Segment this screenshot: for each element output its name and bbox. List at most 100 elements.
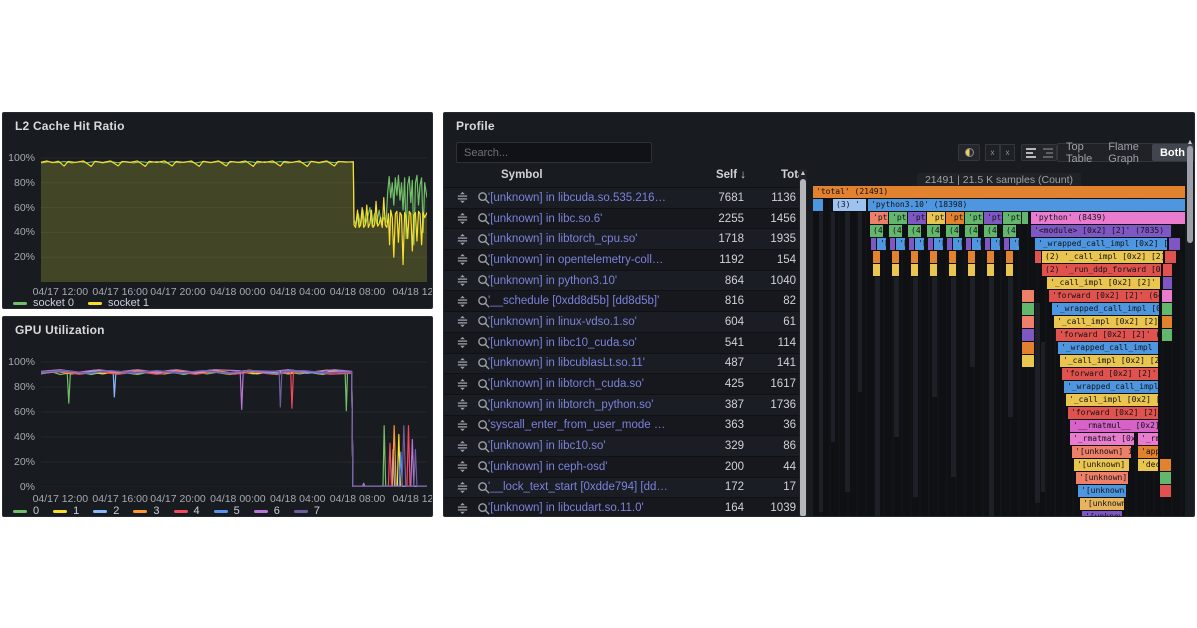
flame-bar[interactable] <box>1163 277 1172 289</box>
flame-bar[interactable] <box>1165 251 1176 263</box>
flame-bar[interactable] <box>930 264 937 276</box>
sandwich-view-icon[interactable] <box>456 336 469 349</box>
search-symbol-icon[interactable] <box>477 253 490 266</box>
flame-bar[interactable] <box>987 264 994 276</box>
flame-bar[interactable]: 'app <box>1138 446 1158 458</box>
flame-bar[interactable] <box>1006 251 1013 263</box>
flame-bar[interactable] <box>871 238 876 250</box>
flame-bar[interactable]: '_wrapped_call_impl [0x2] [2 <box>1052 303 1159 315</box>
symbol-link[interactable]: '[unknown] in libcudart.so.11.0' <box>488 502 644 515</box>
search-symbol-icon[interactable] <box>477 233 490 246</box>
flame-bar[interactable]: '_call_impl [0x2] [2]' (594 <box>1054 316 1158 328</box>
flame-bar[interactable]: (2) '_call_impl [0x2] [2]' (7072 <box>1042 251 1163 263</box>
flame-bar[interactable]: '_wrapped_call_impl [0x2 <box>1064 381 1158 393</box>
flame-bar[interactable]: 'E <box>972 238 981 250</box>
flame-bar[interactable] <box>1163 264 1172 276</box>
search-symbol-icon[interactable] <box>477 502 490 515</box>
view-mode-top-table[interactable]: Top Table <box>1066 140 1093 165</box>
legend-item-7[interactable]: 7 <box>293 505 320 516</box>
sandwich-view-icon[interactable] <box>456 233 469 246</box>
flame-bar[interactable]: '__rmatmul__ [0x2] [2]' <box>1070 420 1158 432</box>
flame-bar[interactable]: (4 <box>927 225 940 237</box>
flame-bar[interactable] <box>911 264 918 276</box>
search-symbol-icon[interactable] <box>477 481 490 494</box>
flame-bar[interactable]: 'E <box>953 238 962 250</box>
symbol-link[interactable]: '[unknown] in libtorch_cuda.so' <box>488 378 644 391</box>
sandwich-view-icon[interactable] <box>456 481 469 494</box>
search-symbol-icon[interactable] <box>477 191 490 204</box>
search-symbol-icon[interactable] <box>477 212 490 225</box>
time-series-plot[interactable] <box>41 153 427 282</box>
flame-bar[interactable] <box>1022 316 1034 328</box>
flame-bar[interactable] <box>909 238 914 250</box>
flame-bar[interactable]: 'E <box>915 238 924 250</box>
symbol-link[interactable]: '[unknown] in libc10_cuda.so' <box>488 336 637 349</box>
flame-bar[interactable]: 'python' (8439) <box>1031 212 1185 224</box>
legend-item-6[interactable]: 6 <box>253 505 280 516</box>
flame-bar[interactable] <box>1022 342 1034 354</box>
flame-bar[interactable]: '[unknown] in l <box>1080 498 1124 510</box>
flame-bar[interactable]: 'E <box>896 238 905 250</box>
flame-bar[interactable] <box>1160 472 1171 484</box>
flame-bar[interactable] <box>1162 316 1172 328</box>
flame-bar[interactable]: '_call_impl [0x2] [2]' (55 <box>1066 394 1158 406</box>
panel-title[interactable]: GPU Utilization <box>15 323 105 337</box>
flame-bar[interactable]: (4 <box>870 225 883 237</box>
flame-bar[interactable] <box>947 238 952 250</box>
search-symbol-icon[interactable] <box>477 357 490 370</box>
column-header-symbol[interactable]: Symbol <box>501 169 543 181</box>
symbol-link[interactable]: '__lock_text_start [0xdde794] [dde794]' <box>488 481 668 494</box>
flame-bar[interactable] <box>911 251 918 263</box>
flame-bar[interactable]: (4 <box>1003 225 1016 237</box>
collapse-button[interactable]: x <box>985 144 1000 161</box>
flame-bar[interactable]: (2) '_run_ddp_forward [0x2] [2]' <box>1042 264 1161 276</box>
search-symbol-icon[interactable] <box>477 419 490 432</box>
sandwich-view-icon[interactable] <box>456 378 469 391</box>
flame-bar[interactable] <box>1169 238 1180 250</box>
flame-graph[interactable]: 'total' (21491) (3) ''python3.10' (18398)… <box>813 186 1185 516</box>
legend-item-2[interactable]: 2 <box>93 505 119 516</box>
flame-bar[interactable]: '[unknown] in lib <box>1078 485 1126 497</box>
flame-bar[interactable]: '_wrapped_call_impl [0x2] [2]' (7 <box>1035 238 1167 250</box>
flame-bar[interactable]: 'pt_a <box>984 212 1002 224</box>
legend-item-5[interactable]: 5 <box>213 505 240 516</box>
sandwich-view-icon[interactable] <box>456 253 469 266</box>
legend-item-4[interactable]: 4 <box>173 505 200 516</box>
flame-bar[interactable]: 'pt_a <box>870 212 888 224</box>
flame-bar[interactable]: '[unknown] in lib <box>1076 472 1128 484</box>
search-symbol-icon[interactable] <box>477 295 490 308</box>
flame-bar[interactable]: (3) ' <box>833 199 866 211</box>
flame-bar[interactable]: 'total' (21491) <box>813 186 1185 198</box>
flame-bar[interactable]: 'forward [0x2] [2]' (6456) <box>1049 290 1159 302</box>
legend-item-0[interactable]: 0 <box>13 505 39 516</box>
flame-bar[interactable] <box>949 264 956 276</box>
column-header-total[interactable]: Total <box>781 169 799 181</box>
flame-bar[interactable] <box>1162 329 1172 341</box>
legend-item-3[interactable]: 3 <box>133 505 160 516</box>
search-input[interactable] <box>456 142 652 163</box>
symbol-link[interactable]: '[unknown] in libtorch_python.so' <box>488 398 654 411</box>
time-series-plot[interactable] <box>41 357 427 487</box>
search-symbol-icon[interactable] <box>477 274 490 287</box>
symbol-link[interactable]: '[unknown] in libcuda.so.535.216.03' <box>488 191 668 204</box>
sandwich-view-icon[interactable] <box>456 440 469 453</box>
flame-bar[interactable]: 'pt_a <box>889 212 907 224</box>
flame-bar[interactable] <box>1022 329 1034 341</box>
scroll-up-icon[interactable]: ▲ <box>1186 139 1194 146</box>
flame-bar[interactable] <box>873 251 880 263</box>
search-symbol-icon[interactable] <box>477 460 490 473</box>
symbol-link[interactable]: '__schedule [0xdd8d5b] [dd8d5b]' <box>488 295 660 308</box>
sandwich-view-icon[interactable] <box>456 357 469 370</box>
flame-bar[interactable] <box>987 251 994 263</box>
symbol-link[interactable]: '[unknown] in ceph-osd' <box>488 460 608 473</box>
flame-bar[interactable]: (4 <box>946 225 959 237</box>
flame-bar[interactable]: '_call_impl [0x2] [2]' (7054) <box>1047 277 1160 289</box>
symbol-link[interactable]: '[unknown] in libtorch_cpu.so' <box>488 233 638 246</box>
sandwich-view-icon[interactable] <box>456 191 469 204</box>
flame-bar[interactable]: '[unknown] in pyth <box>1072 446 1131 458</box>
flame-bar[interactable]: 'pt_a <box>946 212 964 224</box>
table-scrollbar[interactable]: ▲ <box>799 169 807 516</box>
search-symbol-icon[interactable] <box>477 336 490 349</box>
column-header-self[interactable]: Self ↓ <box>715 169 746 181</box>
flame-scrollbar[interactable]: ▲ <box>1186 138 1194 516</box>
